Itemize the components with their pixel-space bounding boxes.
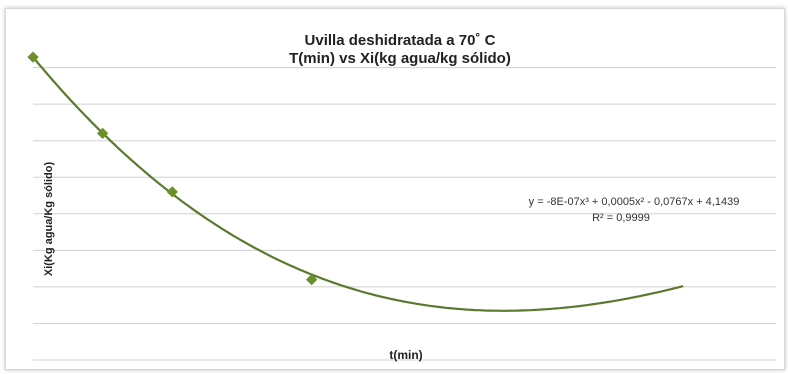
data-point: [96, 127, 109, 140]
chart-frame: Uvilla deshidratada a 70˚ C T(min) vs Xi…: [5, 8, 785, 370]
chart-title: Uvilla deshidratada a 70˚ C: [305, 32, 496, 49]
data-markers: [27, 51, 318, 286]
trendline-equation: y = -8E-07x³ + 0,0005x² - 0,0767x + 4,14…: [529, 196, 740, 208]
x-axis-label: t(min): [389, 348, 422, 362]
chart-subtitle: T(min) vs Xi(kg agua/kg sólido): [289, 50, 511, 67]
gridlines: [33, 67, 776, 361]
chart-svg: Uvilla deshidratada a 70˚ C T(min) vs Xi…: [27, 32, 776, 362]
data-point: [305, 273, 318, 286]
data-point: [27, 51, 39, 63]
y-axis-label: Xi(Kg agua/Kg sólido): [43, 162, 55, 277]
trendline-r-squared: R² = 0,9999: [592, 212, 650, 224]
trendline: [32, 56, 684, 312]
data-point: [166, 186, 178, 198]
